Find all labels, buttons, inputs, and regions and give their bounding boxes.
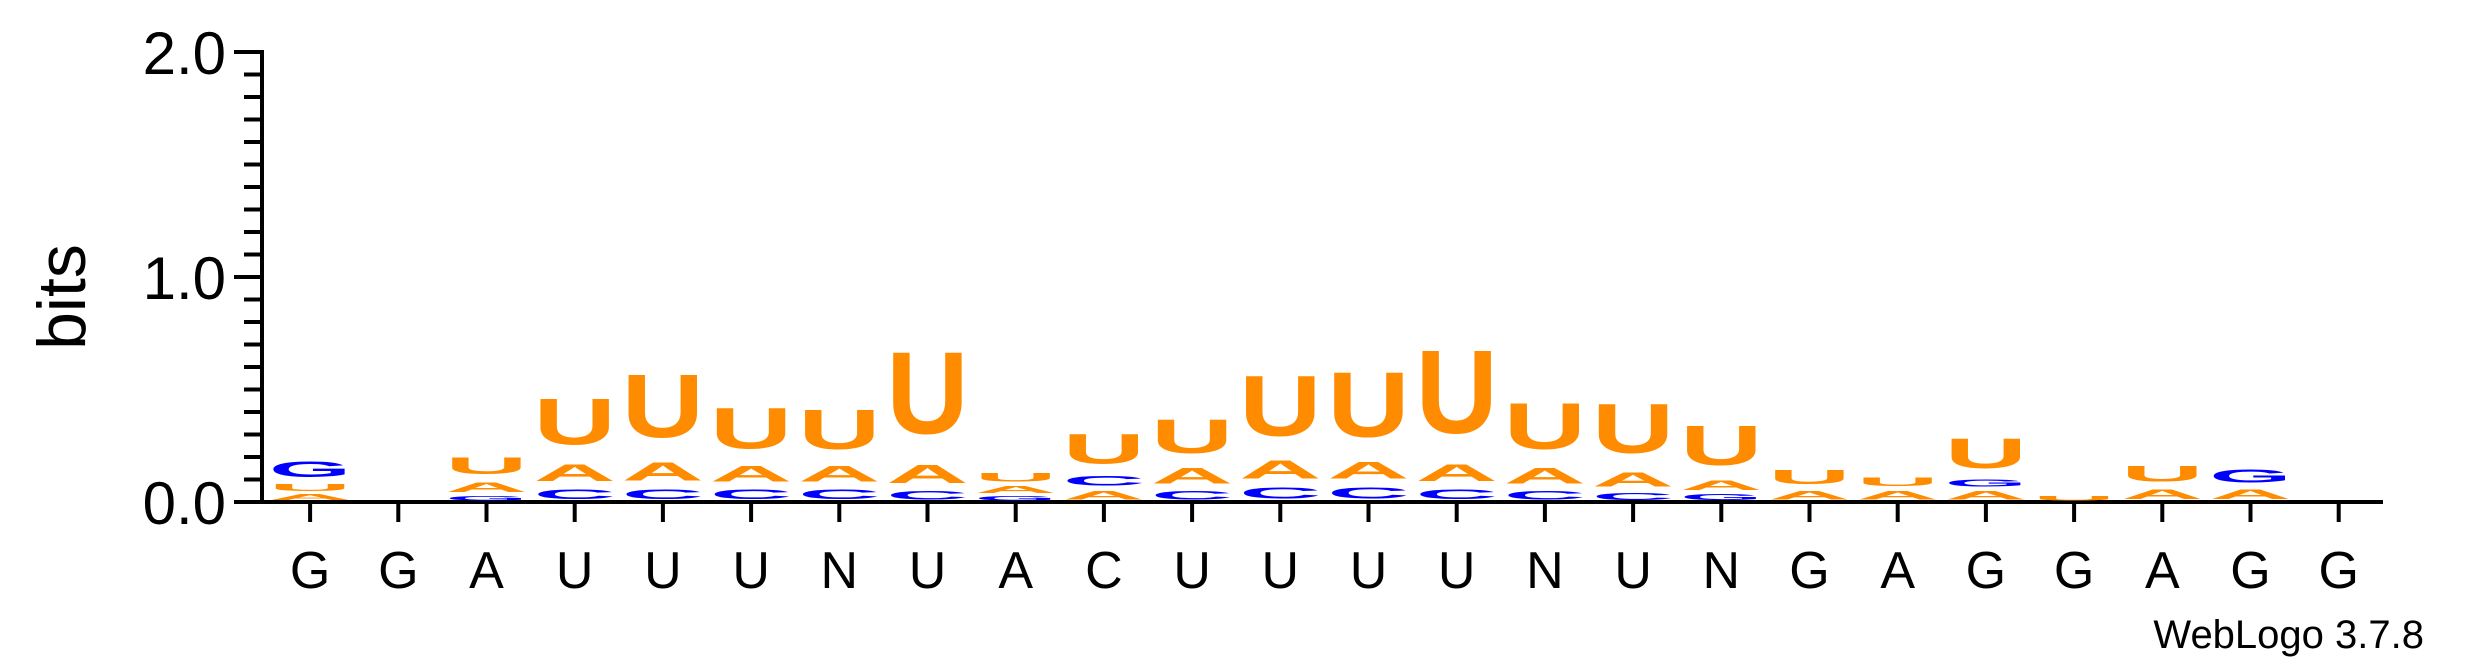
x-tick-label: G (2230, 542, 2270, 600)
logo-letter-g: G (975, 495, 1057, 502)
logo-letter-c: C (1151, 489, 1233, 502)
logo-letter-u: U (1416, 326, 1498, 459)
logo-letter-a: A (1680, 477, 1762, 493)
x-tick-label: U (732, 542, 770, 600)
logo-letter-u: U (710, 396, 792, 461)
logo-letter-a: A (1239, 455, 1321, 484)
x-tick-label: U (909, 542, 947, 600)
weblogo-credit: WebLogo 3.7.8 (2153, 613, 2424, 657)
y-tick-label: 1.0 (143, 245, 226, 312)
x-tick-label: G (1789, 542, 1829, 600)
logo-letter-u: U (1327, 353, 1409, 456)
y-tick-label: 2.0 (143, 20, 226, 87)
logo-letter-a: A (269, 493, 351, 502)
logo-letter-c: C (798, 486, 880, 502)
logo-letter-g: G (445, 495, 527, 502)
x-tick-label: N (821, 542, 859, 600)
x-tick-label: A (1880, 542, 1915, 600)
logo-letter-a: A (534, 460, 616, 487)
x-tick-label: G (1966, 542, 2006, 600)
x-tick-label: U (644, 542, 682, 600)
logo-letter-g: G (269, 457, 351, 482)
logo-letter-a: A (1151, 464, 1233, 489)
y-axis-label: bits (24, 244, 100, 350)
logo-letter-u: U (1768, 466, 1850, 488)
logo-letter-u: U (445, 453, 527, 480)
logo-letter-u: U (1945, 430, 2027, 477)
x-tick-label: A (469, 542, 504, 600)
logo-letter-u: U (1151, 410, 1233, 464)
logo-letter-u: U (1592, 390, 1674, 469)
logo-letter-a: A (1592, 468, 1674, 490)
x-tick-label: U (1262, 542, 1300, 600)
logo-letter-u: U (1680, 415, 1762, 478)
x-tick-label: U (1350, 542, 1388, 600)
logo-letter-c: C (622, 486, 704, 502)
logo-letter-a: A (710, 462, 792, 487)
logo-letter-g: G (1680, 493, 1762, 502)
logo-letter-u: U (1239, 359, 1321, 455)
logo-letter-c: C (886, 489, 968, 502)
logo-letter-a: A (975, 484, 1057, 495)
logo-letter-a: A (1945, 489, 2027, 502)
logo-letter-c: C (1063, 473, 1145, 489)
logo-letter-u: U (798, 399, 880, 462)
x-tick-label: U (1614, 542, 1652, 600)
logo-letter-c: C (710, 486, 792, 502)
letter-stacks: AUGGAUCAUCAUCAUCAUCAUGAUACUCAUCAUCAUCAUC… (269, 326, 2292, 502)
x-tick-label: U (1173, 542, 1211, 600)
x-tick-label: G (290, 542, 330, 600)
x-tick-label: G (2054, 542, 2094, 600)
logo-letter-u: U (2033, 495, 2115, 502)
logo-letter-c: C (1239, 484, 1321, 502)
x-tick-label: G (378, 542, 418, 600)
logo-letter-a: A (1063, 489, 1145, 502)
x-tick-label: U (556, 542, 594, 600)
logo-letter-a: A (2209, 486, 2291, 502)
x-tick-label: U (1438, 542, 1476, 600)
logo-letter-u: U (886, 329, 968, 458)
logo-letter-u: U (269, 482, 351, 493)
logo-letter-a: A (886, 459, 968, 488)
logo-letter-a: A (445, 480, 527, 496)
logo-letter-c: C (1504, 489, 1586, 502)
logo-letter-g: G (1945, 477, 2027, 488)
logo-letter-a: A (2121, 486, 2203, 502)
logo-letter-a: A (1416, 460, 1498, 487)
x-tick-label: A (2145, 542, 2180, 600)
logo-letter-c: C (1327, 484, 1409, 502)
x-tick-label: A (998, 542, 1033, 600)
logo-letter-u: U (975, 471, 1057, 484)
y-axis: 2.0 1.0 0.0 (143, 20, 264, 537)
x-tick-label: N (1703, 542, 1741, 600)
logo-letter-u: U (1857, 475, 1939, 488)
logo-letter-a: A (1504, 464, 1586, 489)
logo-letter-c: C (1592, 491, 1674, 502)
logo-letter-a: A (1327, 457, 1409, 484)
logo-letter-g: G (2209, 466, 2291, 486)
logo-letter-u: U (1504, 389, 1586, 463)
logo-letter-a: A (1768, 489, 1850, 502)
x-tick-label: N (1526, 542, 1564, 600)
logo-letter-a: A (798, 462, 880, 487)
y-tick-label: 0.0 (143, 470, 226, 537)
logo-letter-c: C (534, 486, 616, 502)
x-tick-label: G (2318, 542, 2358, 600)
logo-letter-u: U (534, 385, 616, 459)
x-tick-label: C (1085, 542, 1123, 600)
logo-letter-u: U (1063, 426, 1145, 473)
logo-letter-a: A (622, 457, 704, 486)
logo-letter-u: U (2121, 462, 2203, 487)
logo-letter-u: U (622, 355, 704, 456)
logo-letter-c: C (1416, 486, 1498, 502)
logo-letter-a: A (1857, 489, 1939, 502)
